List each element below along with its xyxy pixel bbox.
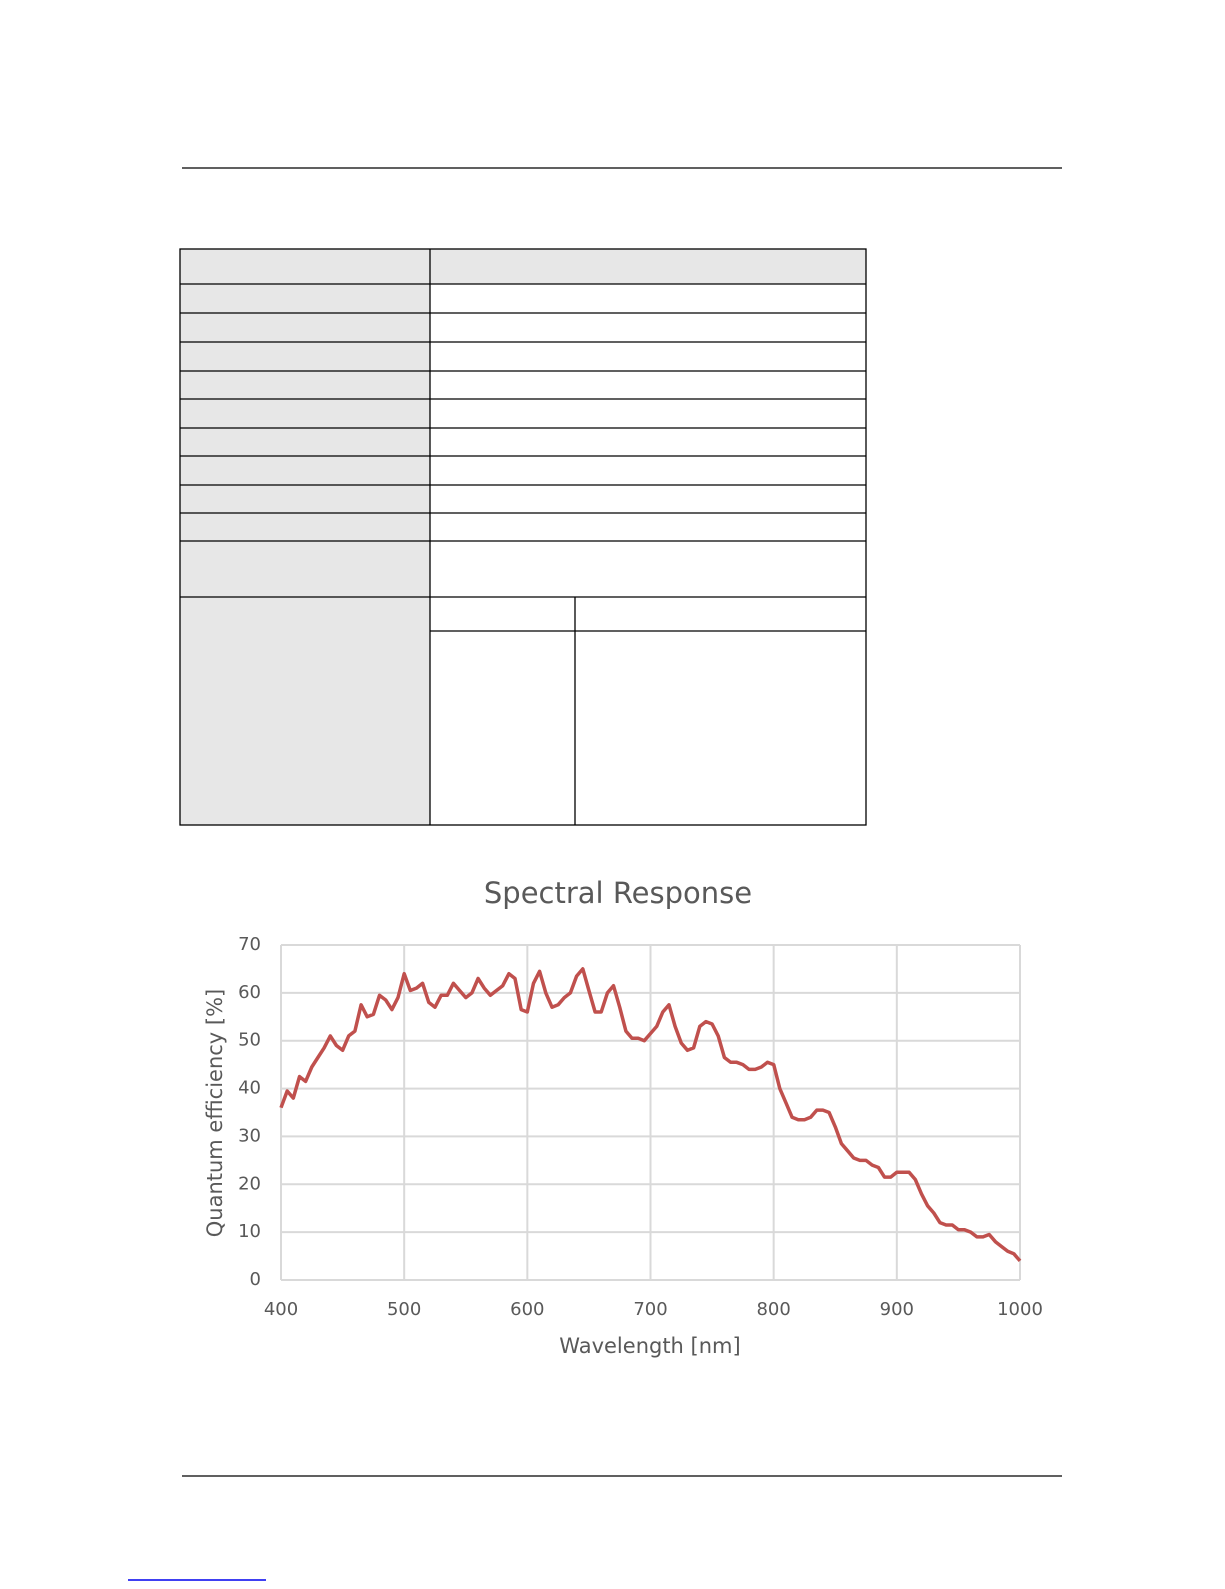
x-tick-label: 500 xyxy=(387,1299,421,1320)
x-axis-title: Wavelength [nm] xyxy=(559,1334,740,1358)
table-rules xyxy=(180,249,866,825)
y-tick-label: 20 xyxy=(238,1173,261,1194)
y-tick-label: 0 xyxy=(250,1269,261,1290)
x-tick-label: 600 xyxy=(510,1299,544,1320)
spec-table xyxy=(179,248,867,826)
y-tick-label: 70 xyxy=(238,934,261,955)
y-tick-label: 40 xyxy=(238,1078,261,1099)
y-axis-title: Quantum efficiency [%] xyxy=(203,989,227,1238)
table-header-row xyxy=(180,249,866,284)
y-tick-label: 60 xyxy=(238,982,261,1003)
y-tick-label: 10 xyxy=(238,1221,261,1242)
x-tick-label: 700 xyxy=(633,1299,667,1320)
y-tick-label: 50 xyxy=(238,1030,261,1051)
data-line xyxy=(279,967,1022,1263)
table-border xyxy=(179,248,867,826)
y-tick-label: 30 xyxy=(238,1125,261,1146)
table-label-column xyxy=(180,284,430,825)
x-tick-label: 400 xyxy=(264,1299,298,1320)
chart-title: Spectral Response xyxy=(484,876,752,910)
x-tick-label: 1000 xyxy=(997,1299,1043,1320)
x-tick-label: 900 xyxy=(880,1299,914,1320)
x-tick-label: 800 xyxy=(756,1299,790,1320)
